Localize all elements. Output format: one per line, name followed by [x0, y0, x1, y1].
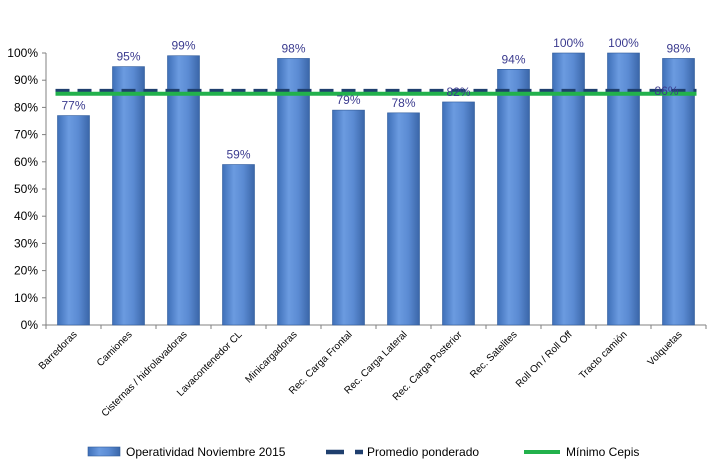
- bars: [57, 52, 695, 326]
- y-tick-label: 50%: [14, 182, 38, 196]
- bar: [57, 115, 90, 326]
- bar-data-label: 77%: [61, 99, 85, 113]
- bar: [277, 58, 310, 326]
- legend-label-promedio: Promedio ponderado: [367, 445, 479, 459]
- y-tick-label: 0%: [21, 318, 39, 332]
- x-category-label: Barredoras: [37, 329, 80, 372]
- legend-swatch-bar: [87, 446, 121, 457]
- x-category-label: Volquetas: [646, 329, 685, 368]
- reference-lines: [55, 88, 697, 96]
- y-tick-label: 30%: [14, 236, 38, 250]
- bar: [607, 52, 640, 326]
- bar-data-label: 82%: [446, 85, 470, 99]
- bar: [222, 164, 255, 326]
- data-labels: 77% 95% 99% 59% 98% 79% 78% 82% 94% 100% 100% 98% 86…: [61, 36, 690, 162]
- bar-data-label: 100%: [553, 36, 584, 50]
- bar-data-label: 98%: [666, 41, 690, 55]
- legend-label-minimo: Mínimo Cepis: [566, 445, 639, 459]
- x-category-label: Tracto camión: [577, 329, 629, 381]
- bar: [662, 58, 695, 326]
- bar: [442, 101, 475, 326]
- legend-label-operatividad: Operatividad Noviembre 2015: [126, 445, 286, 459]
- bar-data-label: 78%: [391, 96, 415, 110]
- y-tick-label: 100%: [7, 46, 38, 60]
- y-tick-label: 60%: [14, 155, 38, 169]
- bar: [497, 69, 530, 326]
- bar: [387, 112, 420, 326]
- x-category-label: Camiones: [95, 329, 135, 369]
- y-tick-label: 90%: [14, 73, 38, 87]
- bar-data-label: 100%: [608, 36, 639, 50]
- x-category-label: Minicargadoras: [243, 329, 299, 385]
- bar-data-label: 95%: [116, 50, 140, 64]
- bar: [332, 109, 365, 326]
- x-category-label: Rec. Satelites: [468, 329, 519, 380]
- bar-data-label: 98%: [281, 41, 305, 55]
- promedio-ponderado-label: 86%: [654, 84, 678, 98]
- y-tick-label: 10%: [14, 291, 38, 305]
- bar: [552, 52, 585, 326]
- y-tick-label: 80%: [14, 100, 38, 114]
- bar: [167, 55, 200, 326]
- bar-data-label: 99%: [171, 39, 195, 53]
- x-category-label: Roll On / Roll Off: [514, 329, 575, 390]
- bar-data-label: 59%: [226, 148, 250, 162]
- bar-data-label: 94%: [501, 52, 525, 66]
- bar-data-label: 79%: [336, 93, 360, 107]
- bar: [112, 66, 145, 326]
- y-tick-label: 70%: [14, 128, 38, 142]
- y-tick-label: 40%: [14, 209, 38, 223]
- y-tick-label: 20%: [14, 264, 38, 278]
- legend: Operatividad Noviembre 2015 Promedio pond…: [87, 445, 639, 459]
